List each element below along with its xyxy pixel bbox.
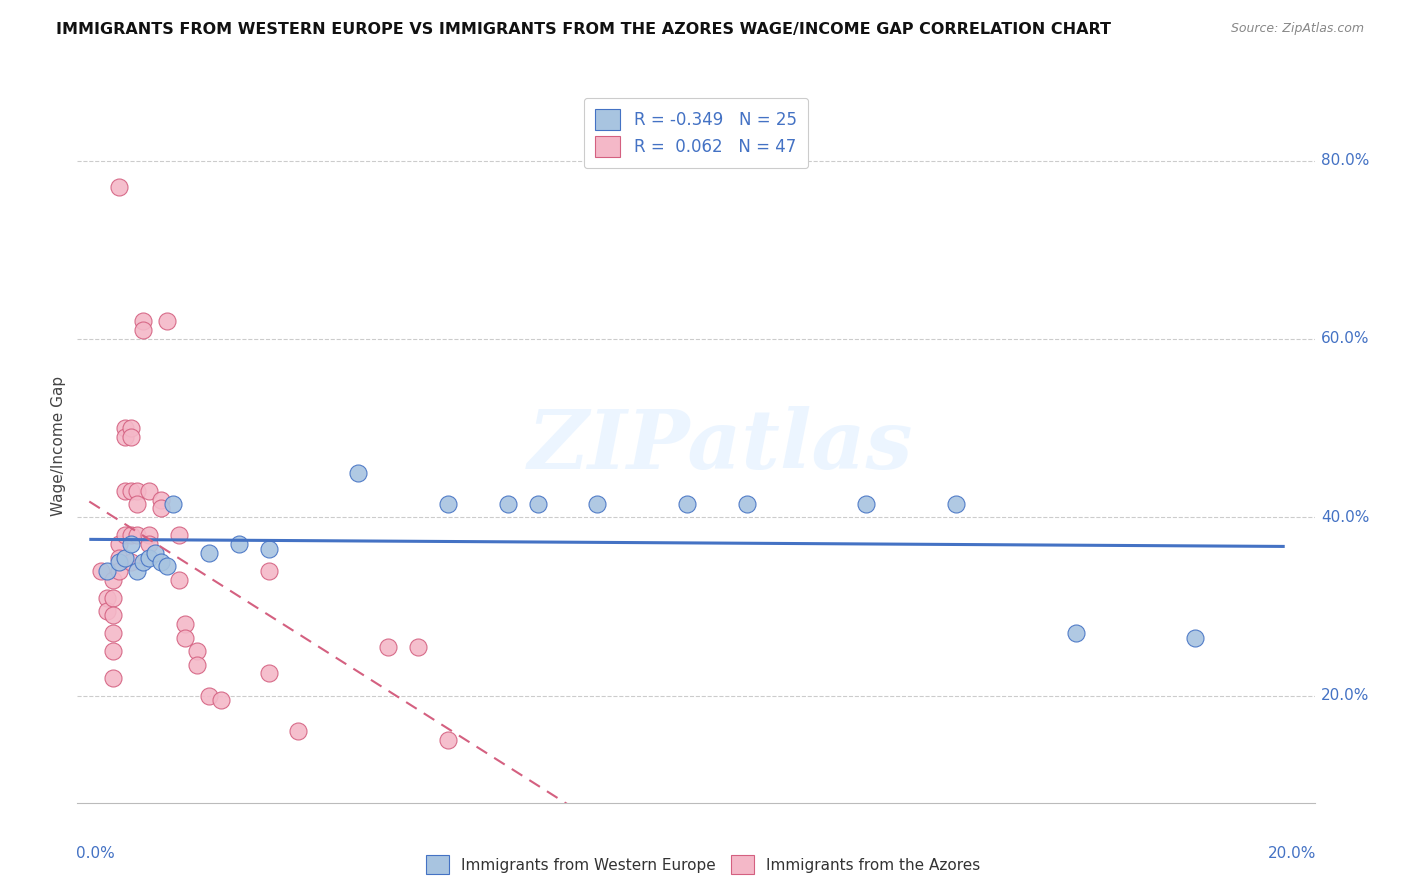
Point [167, 573, 190, 587]
Point [186, 644, 208, 658]
Legend: R = -0.349   N = 25, R =  0.062   N = 47: R = -0.349 N = 25, R = 0.062 N = 47 [583, 97, 808, 169]
Point [108, 537, 131, 551]
Point [108, 564, 131, 578]
Point [103, 608, 125, 623]
Point [1184, 631, 1206, 645]
Point [156, 314, 179, 328]
Point [120, 483, 142, 498]
Text: Source: ZipAtlas.com: Source: ZipAtlas.com [1230, 22, 1364, 36]
Point [120, 430, 142, 444]
Text: 20.0%: 20.0% [1320, 689, 1369, 703]
Point [127, 497, 149, 511]
Point [120, 421, 142, 435]
Text: 0.0%: 0.0% [76, 846, 115, 861]
Point [114, 430, 136, 444]
Point [96, 564, 118, 578]
Point [108, 555, 131, 569]
Point [198, 689, 221, 703]
Point [138, 528, 160, 542]
Point [138, 537, 160, 551]
Point [96, 591, 118, 605]
Point [108, 180, 131, 194]
Point [103, 644, 125, 658]
Point [257, 541, 280, 556]
Point [150, 555, 173, 569]
Text: 20.0%: 20.0% [1267, 846, 1316, 861]
Point [132, 323, 155, 337]
Point [120, 555, 142, 569]
Point [437, 497, 460, 511]
Text: 40.0%: 40.0% [1320, 510, 1369, 524]
Y-axis label: Wage/Income Gap: Wage/Income Gap [51, 376, 66, 516]
Point [132, 314, 155, 328]
Point [103, 671, 125, 685]
Point [120, 537, 142, 551]
Point [138, 483, 160, 498]
Point [114, 483, 136, 498]
Text: 60.0%: 60.0% [1320, 332, 1369, 346]
Point [90, 564, 112, 578]
Point [156, 559, 179, 574]
Point [150, 492, 173, 507]
Point [132, 555, 155, 569]
Point [586, 497, 609, 511]
Point [1064, 626, 1087, 640]
Point [143, 546, 166, 560]
Point [127, 528, 149, 542]
Point [209, 693, 232, 707]
Point [186, 657, 208, 672]
Point [167, 528, 190, 542]
Point [496, 497, 519, 511]
Point [114, 528, 136, 542]
Point [103, 591, 125, 605]
Point [103, 573, 125, 587]
Point [162, 497, 184, 511]
Point [120, 528, 142, 542]
Point [945, 497, 967, 511]
Point [138, 550, 160, 565]
Text: IMMIGRANTS FROM WESTERN EUROPE VS IMMIGRANTS FROM THE AZORES WAGE/INCOME GAP COR: IMMIGRANTS FROM WESTERN EUROPE VS IMMIGR… [56, 22, 1111, 37]
Point [257, 564, 280, 578]
Legend: Immigrants from Western Europe, Immigrants from the Azores: Immigrants from Western Europe, Immigran… [419, 849, 987, 880]
Point [257, 666, 280, 681]
Point [114, 421, 136, 435]
Point [735, 497, 758, 511]
Point [114, 550, 136, 565]
Point [127, 483, 149, 498]
Point [287, 724, 309, 739]
Point [96, 604, 118, 618]
Text: ZIPatlas: ZIPatlas [529, 406, 914, 486]
Point [103, 626, 125, 640]
Text: 80.0%: 80.0% [1320, 153, 1369, 168]
Point [228, 537, 250, 551]
Point [174, 631, 197, 645]
Point [676, 497, 699, 511]
Point [198, 546, 221, 560]
Point [150, 501, 173, 516]
Point [174, 617, 197, 632]
Point [127, 564, 149, 578]
Point [377, 640, 399, 654]
Point [526, 497, 548, 511]
Point [406, 640, 429, 654]
Point [437, 733, 460, 747]
Point [347, 466, 370, 480]
Point [855, 497, 877, 511]
Point [108, 550, 131, 565]
